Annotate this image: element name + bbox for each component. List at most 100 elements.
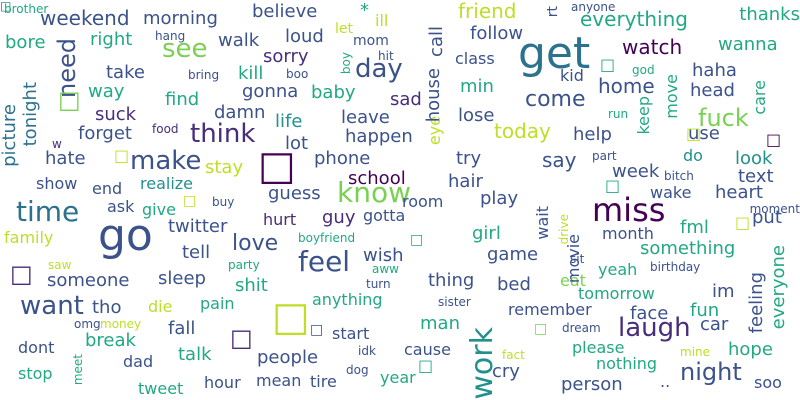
cloud-word: show [36,174,78,193]
cloud-word: house [423,68,444,123]
cloud-word: feel [298,245,351,278]
cloud-word: ill [375,11,389,30]
cloud-word: sit [570,252,585,266]
cloud-word: □ [534,321,548,337]
cloud-word: * [360,0,369,21]
cloud-word: let [335,21,353,37]
cloud-word: gonna [242,81,299,102]
cloud-word: talk [178,344,212,365]
cloud-word: □ [183,193,197,209]
cloud-word: min [460,76,494,97]
cloud-word: moment [749,202,800,216]
cloud-word: w [52,137,62,151]
cloud-word: feeling [746,272,767,334]
cloud-word: food [152,122,179,136]
cloud-word: see [162,34,208,64]
cloud-word: □ [58,86,81,114]
cloud-word: tomorrow [578,284,655,303]
cloud-word: thing [428,270,475,291]
cloud-word: night [680,358,742,386]
cloud-word: gotta [363,206,406,225]
cloud-word: follow [470,23,524,44]
cloud-word: laugh [618,313,691,343]
cloud-word: wish [363,245,404,266]
cloud-word: part [592,149,617,163]
cloud-word: man [420,313,460,334]
cloud-word: boy [339,52,353,75]
cloud-word: keep [634,96,653,135]
cloud-word: kid [560,66,584,85]
cloud-word: fun [690,300,720,321]
cloud-word: hang [155,29,186,43]
cloud-word: omg [74,317,101,331]
cloud-word: tho [92,297,122,318]
cloud-word: die [148,297,173,316]
cloud-word: leave [341,107,390,128]
cloud-word: friend [458,0,517,23]
cloud-word: idk [358,344,376,358]
cloud-word: call [426,26,447,57]
cloud-word: □ [114,146,130,165]
cloud-word: lot [285,133,309,154]
cloud-word: give [142,200,176,219]
cloud-word: tire [310,372,337,391]
cloud-word: come [525,87,586,112]
cloud-word: tell [182,242,211,263]
cloud-word: person [561,374,623,395]
cloud-word: fuck [698,104,749,132]
cloud-word: find [165,89,200,110]
cloud-word: text [738,166,774,187]
cloud-word: ask [107,197,135,216]
cloud-word: meet [71,354,85,386]
cloud-word: nothing [596,354,658,373]
cloud-word: want [20,291,84,321]
cloud-word: □ [735,213,751,232]
cloud-word: realize [140,174,194,193]
cloud-word: guy [322,207,356,228]
cloud-word: haha [692,60,737,81]
cloud-word: watch [622,35,683,59]
cloud-word: end [92,179,123,198]
cloud-word: turn [366,277,391,291]
cloud-word: saw [48,258,72,272]
cloud-word: wanna [718,34,778,55]
cloud-word: year [380,368,416,387]
cloud-word: dream [562,321,601,335]
cloud-word: everyone [768,245,789,330]
cloud-word: money [100,317,142,331]
cloud-word: morning [143,8,218,29]
cloud-word: stay [205,157,244,178]
cloud-word: start [332,324,370,343]
cloud-word: mom [353,33,389,49]
cloud-word: cause [404,340,451,359]
cloud-word: dog [346,363,369,377]
cloud-word: lose [458,105,495,126]
cloud-word: family [4,228,54,247]
cloud-word: try [456,148,482,169]
cloud-word: anyone [571,0,616,14]
cloud-word: room [402,192,444,211]
cloud-word: take [106,62,145,83]
cloud-word: happen [345,126,413,147]
cloud-word: go [98,210,153,261]
cloud-word: miss [592,191,666,229]
cloud-word: class [455,49,495,68]
cloud-word: weekend [40,6,130,30]
cloud-word: wait [533,206,552,240]
cloud-word: brother [4,2,49,16]
cloud-word: everything [580,7,688,31]
cloud-word: forget [78,123,132,144]
cloud-word: im [712,281,735,302]
cloud-word: boo [286,67,309,81]
cloud-word: hurt [263,210,297,229]
cloud-word: □ [0,0,12,13]
cloud-word: cry [492,361,520,382]
cloud-word: sister [438,295,471,309]
cloud-word: something [640,238,736,259]
cloud-word: □ [258,143,296,189]
cloud-word: hate [45,148,86,169]
cloud-word: fall [168,318,196,339]
cloud-word: birthday [650,260,701,274]
cloud-word: stop [18,364,53,383]
cloud-word: □ [410,232,424,248]
